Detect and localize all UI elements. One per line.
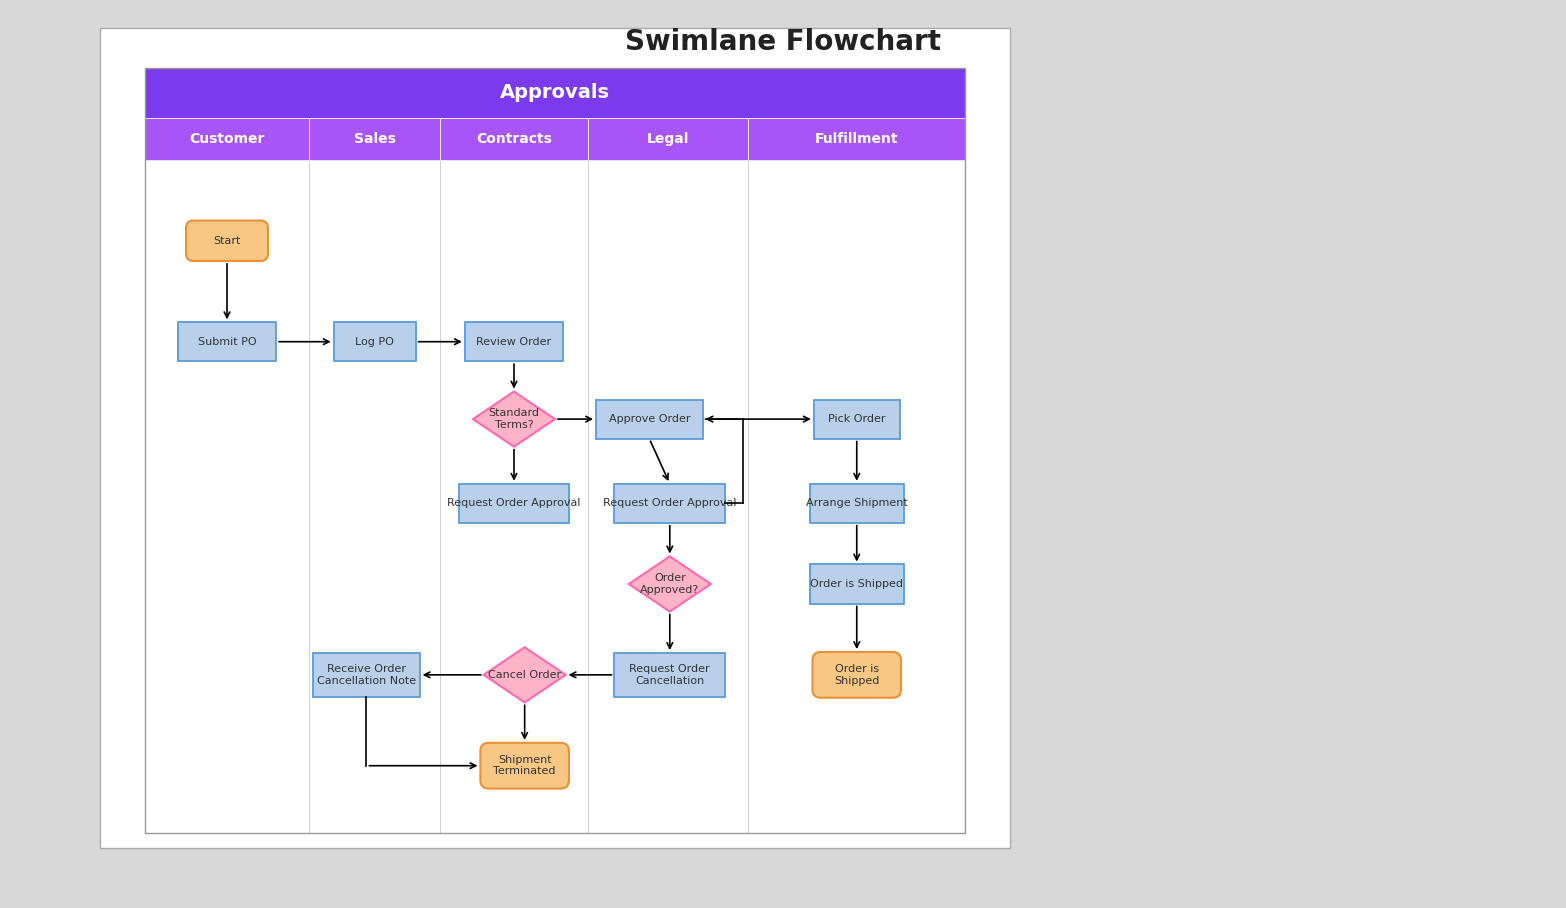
Text: Start: Start	[213, 236, 241, 246]
Bar	[587, 118, 747, 160]
Text: Approve Order: Approve Order	[609, 414, 691, 424]
Bar	[100, 28, 1010, 848]
Bar	[309, 160, 440, 833]
Bar	[587, 160, 747, 833]
FancyBboxPatch shape	[186, 221, 268, 261]
Text: Order is
Shipped: Order is Shipped	[835, 664, 880, 686]
Bar	[146, 68, 965, 118]
Bar	[747, 160, 965, 833]
Bar	[146, 118, 309, 160]
Bar	[810, 565, 904, 604]
Bar	[146, 68, 965, 833]
Bar	[814, 400, 900, 439]
Bar	[614, 653, 725, 696]
Text: Arrange Shipment: Arrange Shipment	[806, 498, 908, 508]
Text: Order
Approved?: Order Approved?	[640, 573, 700, 595]
Bar	[614, 484, 725, 523]
Polygon shape	[484, 647, 565, 703]
Text: Request Order
Cancellation: Request Order Cancellation	[630, 664, 709, 686]
Bar	[440, 160, 587, 833]
Polygon shape	[630, 557, 711, 612]
Bar	[747, 118, 965, 160]
Bar	[465, 322, 564, 361]
Text: Legal: Legal	[647, 132, 689, 146]
Bar	[179, 322, 276, 361]
Text: Customer: Customer	[189, 132, 265, 146]
Text: Order is Shipped: Order is Shipped	[810, 579, 904, 589]
Text: Cancel Order: Cancel Order	[489, 670, 561, 680]
Text: Review Order: Review Order	[476, 337, 551, 347]
Bar	[597, 400, 703, 439]
Text: Swimlane Flowchart: Swimlane Flowchart	[625, 28, 941, 56]
Bar	[313, 653, 420, 696]
Text: Submit PO: Submit PO	[197, 337, 257, 347]
Polygon shape	[473, 391, 554, 447]
Text: Request Order Approval: Request Order Approval	[448, 498, 581, 508]
Bar	[146, 160, 309, 833]
Text: Log PO: Log PO	[355, 337, 395, 347]
Text: Fulfillment: Fulfillment	[814, 132, 897, 146]
Text: Pick Order: Pick Order	[828, 414, 885, 424]
Bar	[810, 484, 904, 523]
Bar	[440, 118, 587, 160]
Bar	[459, 484, 570, 523]
Bar	[309, 118, 440, 160]
Text: Sales: Sales	[354, 132, 396, 146]
Text: Standard
Terms?: Standard Terms?	[489, 409, 540, 429]
FancyBboxPatch shape	[813, 652, 900, 697]
Bar	[334, 322, 415, 361]
Text: Approvals: Approvals	[500, 84, 611, 103]
Text: Contracts: Contracts	[476, 132, 551, 146]
FancyBboxPatch shape	[481, 743, 568, 788]
Text: Request Order Approval: Request Order Approval	[603, 498, 736, 508]
Text: Shipment
Terminated: Shipment Terminated	[493, 755, 556, 776]
Text: Receive Order
Cancellation Note: Receive Order Cancellation Note	[316, 664, 417, 686]
